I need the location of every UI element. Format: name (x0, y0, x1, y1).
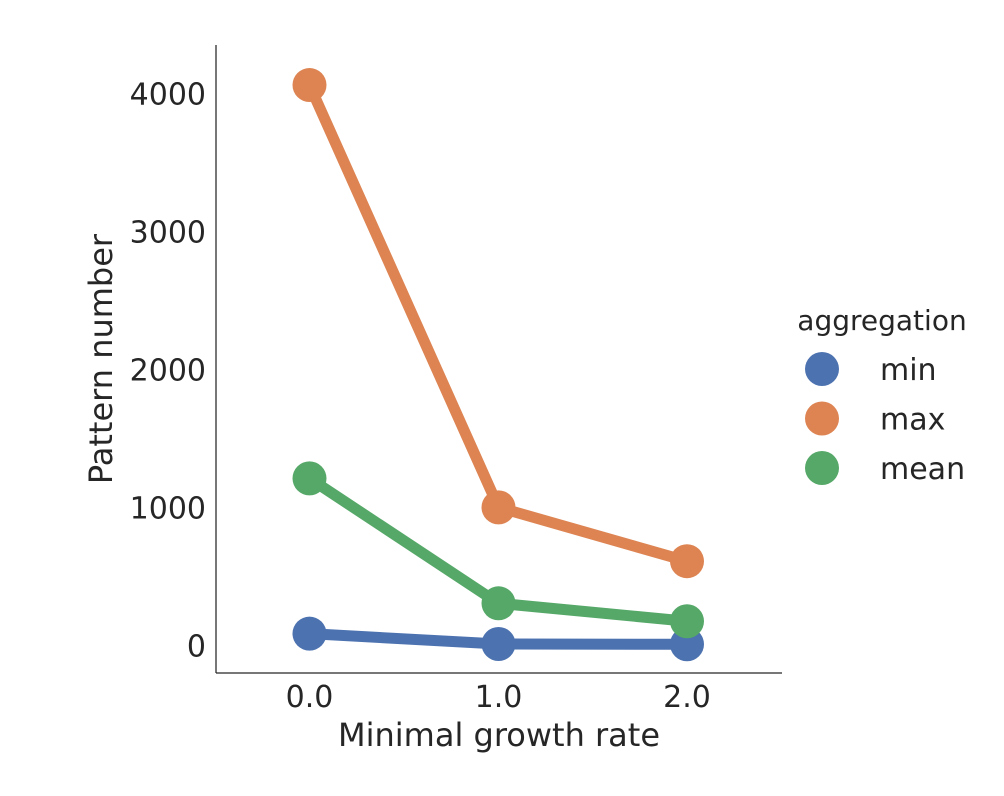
x-axis-title: Minimal growth rate (338, 716, 660, 754)
y-tick-label: 0 (187, 629, 206, 664)
series (292, 68, 704, 662)
y-tick-label: 1000 (130, 491, 206, 526)
data-point (481, 586, 516, 621)
y-ticks: 0 1000 2000 3000 4000 (130, 77, 206, 664)
data-point (292, 461, 327, 496)
data-point (481, 627, 516, 662)
legend-title: aggregation (797, 304, 966, 337)
legend: aggregation min max mean (797, 304, 966, 487)
data-point (670, 604, 704, 639)
data-point (292, 616, 327, 651)
legend-label: max (880, 403, 945, 438)
legend-item-min: min (805, 352, 937, 388)
legend-item-mean: mean (805, 451, 965, 487)
x-ticks: 0.0 1.0 2.0 (286, 680, 711, 715)
y-axis-title: Pattern number (82, 233, 120, 484)
series-line (304, 79, 693, 567)
x-tick-label: 1.0 (475, 680, 523, 715)
series-mean (292, 461, 704, 639)
legend-marker (805, 451, 839, 485)
y-tick-label: 3000 (130, 215, 206, 250)
legend-label: min (880, 353, 937, 388)
data-point (481, 490, 516, 525)
legend-marker (805, 401, 839, 436)
y-tick-label: 2000 (130, 353, 206, 388)
legend-label: mean (880, 452, 965, 487)
legend-item-max: max (805, 401, 945, 438)
legend-marker (805, 352, 839, 386)
series-max (292, 68, 704, 579)
data-point (670, 544, 704, 579)
data-point (292, 68, 327, 103)
x-tick-label: 0.0 (286, 680, 334, 715)
x-tick-label: 2.0 (663, 680, 711, 715)
series-min (292, 616, 704, 662)
y-tick-label: 4000 (130, 77, 206, 112)
axes (215, 45, 782, 674)
